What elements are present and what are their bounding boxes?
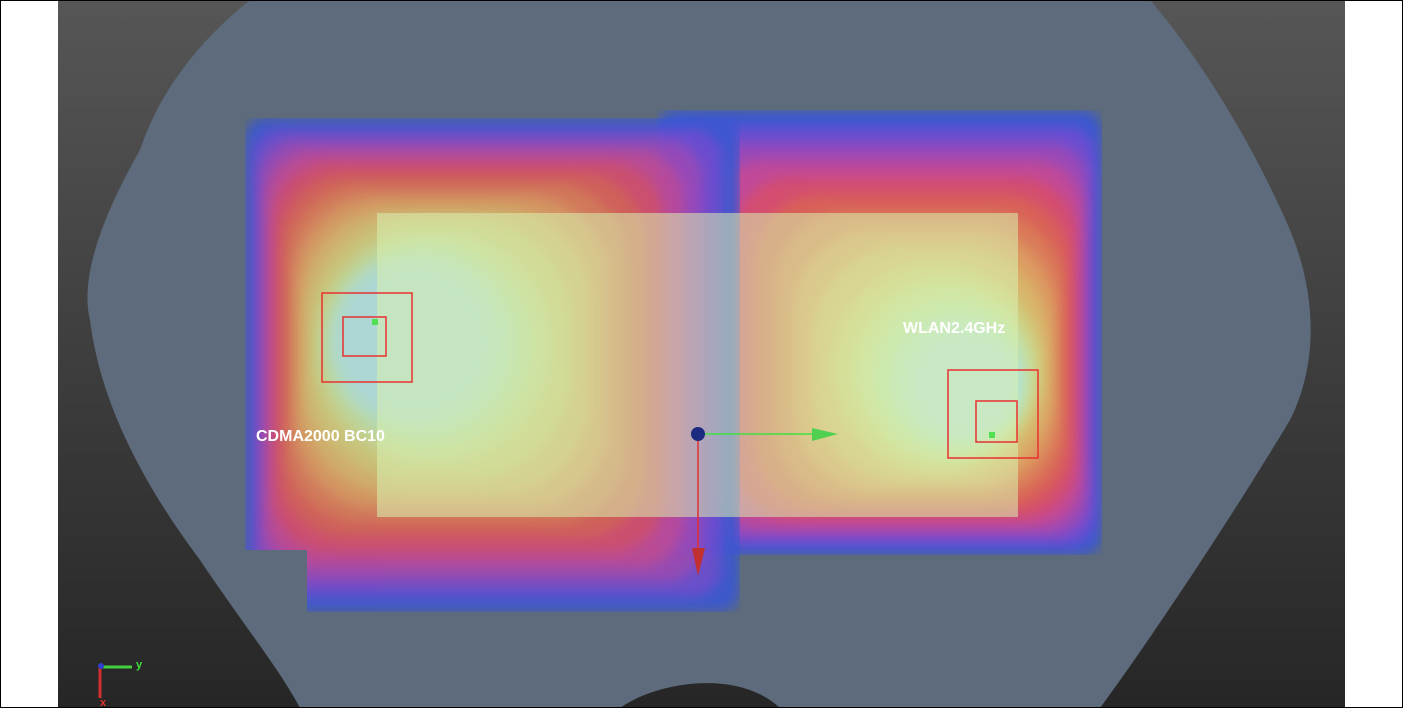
triad-label: y <box>136 659 143 671</box>
scan-label: WLAN2.4GHz <box>903 320 1005 337</box>
axis-y-arrow <box>812 428 838 441</box>
peak-box-inner <box>975 400 1018 443</box>
peak-markers <box>321 292 1039 459</box>
peak-box-outer <box>321 292 413 383</box>
origin <box>691 427 705 441</box>
peak-point <box>989 432 995 438</box>
axis-x-arrow <box>692 548 705 576</box>
triad-label: x <box>100 697 107 708</box>
scan-label: CDMA2000 BC10 <box>256 428 385 445</box>
orientation-triad: y x <box>98 659 143 708</box>
triad-z <box>98 663 104 669</box>
peak-box-outer <box>947 369 1039 459</box>
origin-axes <box>691 427 838 576</box>
peak-point <box>372 319 378 325</box>
peak-box-inner <box>342 316 387 357</box>
